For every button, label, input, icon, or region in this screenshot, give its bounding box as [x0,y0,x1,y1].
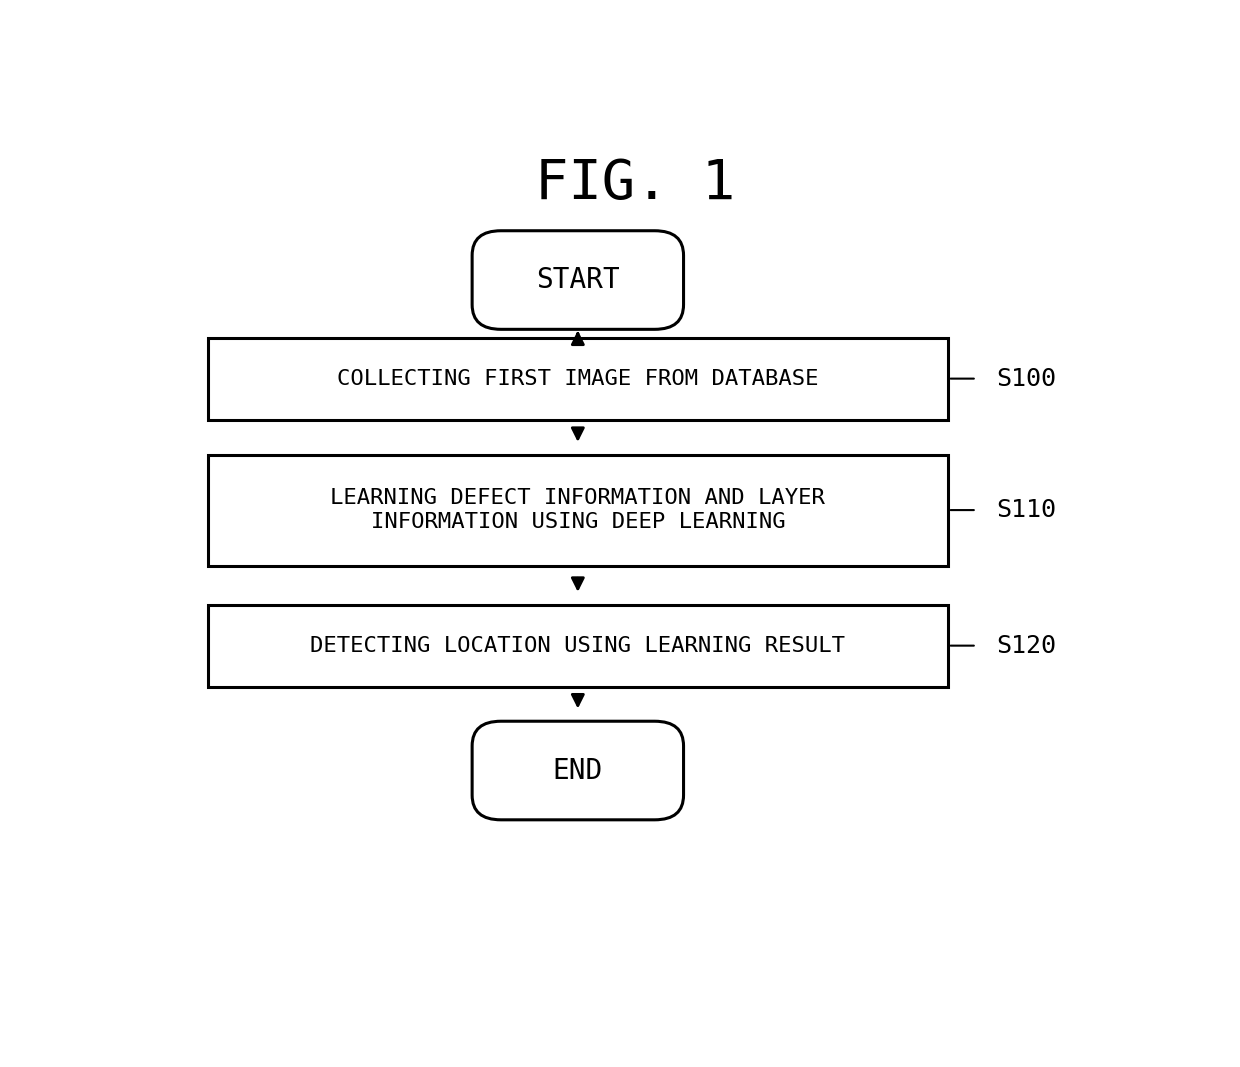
Text: START: START [536,266,620,294]
Text: S100: S100 [996,367,1056,391]
Text: S110: S110 [996,498,1056,522]
Text: END: END [553,757,603,784]
FancyBboxPatch shape [208,455,947,566]
FancyBboxPatch shape [472,721,683,819]
FancyBboxPatch shape [472,230,683,330]
Text: S120: S120 [996,634,1056,657]
FancyBboxPatch shape [208,337,947,419]
Text: FIG. 1: FIG. 1 [536,157,735,211]
FancyBboxPatch shape [208,605,947,687]
Text: COLLECTING FIRST IMAGE FROM DATABASE: COLLECTING FIRST IMAGE FROM DATABASE [337,368,818,388]
Text: DETECTING LOCATION USING LEARNING RESULT: DETECTING LOCATION USING LEARNING RESULT [310,636,846,655]
Text: LEARNING DEFECT INFORMATION AND LAYER
INFORMATION USING DEEP LEARNING: LEARNING DEFECT INFORMATION AND LAYER IN… [330,489,826,531]
